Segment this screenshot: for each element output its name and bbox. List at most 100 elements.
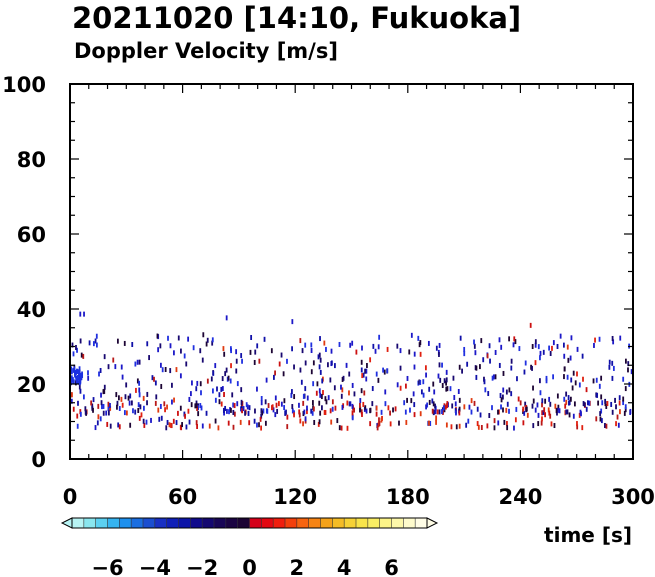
velocity-point: [524, 401, 527, 407]
velocity-point: [477, 424, 480, 430]
velocity-point: [310, 369, 313, 375]
velocity-point: [355, 349, 358, 355]
velocity-point: [112, 357, 115, 363]
velocity-point: [361, 411, 363, 417]
velocity-point: [280, 401, 283, 407]
velocity-point: [611, 360, 614, 366]
velocity-point: [500, 397, 503, 403]
velocity-point: [227, 420, 230, 426]
velocity-point: [426, 402, 429, 408]
velocity-point: [154, 400, 157, 406]
velocity-point: [325, 346, 327, 352]
colorbar-cell: [202, 518, 215, 528]
velocity-point: [361, 373, 364, 379]
velocity-point: [531, 403, 534, 409]
velocity-point: [524, 360, 527, 366]
velocity-point: [138, 380, 141, 386]
velocity-point: [169, 343, 172, 349]
velocity-point: [177, 410, 179, 416]
velocity-point: [274, 370, 276, 376]
velocity-point: [146, 341, 149, 347]
velocity-point: [240, 399, 243, 405]
colorbar-tick-label: −4: [139, 556, 171, 577]
velocity-point: [622, 400, 625, 406]
velocity-point: [82, 353, 85, 359]
velocity-point: [79, 409, 82, 415]
velocity-point: [384, 401, 387, 407]
velocity-point: [539, 378, 541, 384]
colorbar-cell: [83, 518, 96, 528]
velocity-point: [185, 361, 188, 367]
velocity-point: [583, 402, 586, 408]
velocity-point: [615, 421, 617, 427]
velocity-point: [79, 388, 82, 394]
velocity-point: [164, 407, 166, 413]
velocity-point: [484, 387, 487, 393]
velocity-point: [80, 352, 83, 358]
velocity-point: [351, 340, 354, 346]
velocity-point: [96, 420, 99, 426]
velocity-point: [183, 353, 186, 359]
x-tick-label: 300: [611, 485, 655, 509]
velocity-point: [420, 389, 423, 395]
velocity-point: [340, 393, 343, 399]
x-tick-label: 120: [273, 485, 317, 509]
velocity-point: [291, 346, 293, 352]
velocity-point: [480, 425, 483, 431]
velocity-point: [425, 404, 427, 410]
velocity-point: [188, 419, 191, 425]
velocity-point: [248, 420, 251, 426]
velocity-point: [513, 425, 515, 431]
velocity-point: [445, 422, 448, 428]
velocity-point: [541, 398, 544, 404]
velocity-point: [622, 396, 625, 402]
velocity-point: [214, 397, 217, 403]
velocity-point: [74, 371, 76, 377]
velocity-point: [107, 406, 110, 412]
velocity-point: [517, 396, 520, 402]
velocity-point: [330, 419, 333, 425]
velocity-point: [334, 405, 337, 411]
velocity-point: [201, 423, 204, 429]
velocity-point: [455, 410, 457, 416]
velocity-point: [369, 421, 372, 427]
velocity-point: [428, 420, 430, 426]
colorbar-cell: [131, 518, 144, 528]
velocity-point: [164, 366, 167, 372]
velocity-point: [184, 413, 186, 419]
velocity-point: [566, 374, 569, 380]
velocity-point: [223, 351, 226, 357]
velocity-point: [619, 335, 622, 341]
velocity-point: [334, 363, 336, 369]
velocity-point: [405, 383, 407, 389]
velocity-point: [596, 392, 599, 398]
velocity-point: [532, 398, 535, 404]
colorbar-cell: [379, 518, 392, 528]
velocity-point: [559, 333, 562, 339]
velocity-point: [233, 411, 236, 417]
velocity-point: [258, 358, 261, 364]
velocity-point: [304, 360, 307, 366]
velocity-point: [278, 361, 281, 367]
velocity-point: [249, 349, 252, 355]
velocity-point: [340, 425, 343, 431]
velocity-point: [439, 377, 442, 383]
velocity-point: [424, 365, 427, 371]
velocity-point: [431, 398, 434, 404]
velocity-point: [492, 374, 495, 380]
velocity-point: [563, 366, 566, 372]
velocity-point: [369, 408, 371, 414]
velocity-point: [160, 415, 163, 421]
colorbar-cell: [119, 518, 132, 528]
velocity-point: [167, 335, 169, 341]
velocity-point: [413, 351, 416, 357]
velocity-point: [317, 421, 320, 427]
velocity-point: [256, 386, 258, 392]
velocity-point: [578, 382, 581, 388]
y-tick-label: 100: [2, 73, 46, 97]
velocity-point: [265, 377, 268, 383]
velocity-point: [558, 408, 561, 414]
velocity-point: [258, 422, 260, 428]
velocity-point: [541, 416, 543, 422]
velocity-point: [224, 371, 227, 377]
